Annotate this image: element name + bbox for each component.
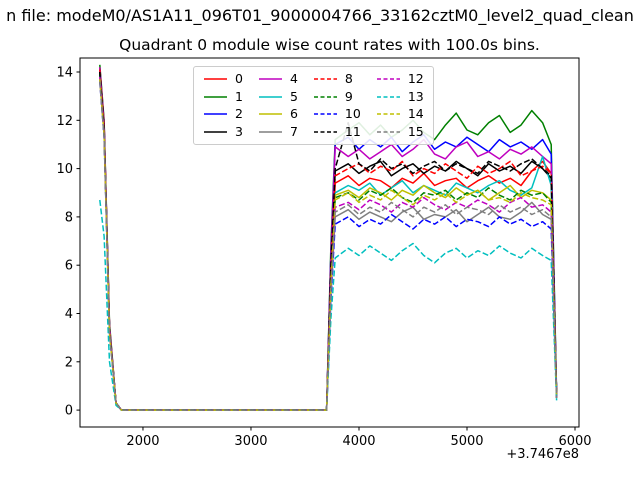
legend-label: 14 <box>407 106 424 121</box>
y-tick-label: 10 <box>56 162 73 177</box>
y-tick-label: 0 <box>65 404 73 419</box>
x-tick-label: 5000 <box>450 434 483 449</box>
legend-item-5: 5 <box>258 88 298 104</box>
legend-item-10: 10 <box>313 106 361 121</box>
legend-line-swatch <box>376 130 400 133</box>
legend-label: 9 <box>344 88 353 104</box>
y-tick-label: 12 <box>56 114 73 129</box>
legend-item-8: 8 <box>313 71 361 86</box>
legend-line-swatch <box>376 78 400 81</box>
series-line-15 <box>99 81 558 411</box>
legend-item-1: 1 <box>203 88 243 104</box>
x-tick-label: 3000 <box>234 434 267 449</box>
x-tick-label: 6000 <box>558 434 591 449</box>
legend-item-2: 2 <box>203 106 243 121</box>
legend-line-swatch <box>313 113 337 116</box>
legend-label: 12 <box>407 71 424 86</box>
legend-label: 6 <box>289 106 298 121</box>
legend-line-swatch <box>313 95 337 98</box>
legend-line-swatch <box>313 78 337 81</box>
legend-item-7: 7 <box>258 123 298 139</box>
legend-label: 8 <box>344 71 353 86</box>
y-tick-label: 8 <box>65 210 73 225</box>
legend-label: 5 <box>289 88 298 104</box>
legend-item-9: 9 <box>313 88 361 104</box>
legend-label: 0 <box>235 71 243 86</box>
x-tick-label: 2000 <box>126 434 159 449</box>
legend-line-swatch <box>204 113 227 116</box>
legend-label: 10 <box>344 106 361 121</box>
legend: 0 1 2 3 4 5 6 7 8 9 10 11 12 13 14 15 <box>193 66 434 145</box>
y-tick-label: 2 <box>65 355 73 370</box>
legend-line-swatch <box>313 130 337 133</box>
figure-suptitle: n file: modeM0/AS1A11_096T01_9000004766_… <box>6 6 634 25</box>
axes-frame <box>79 57 580 428</box>
series-line-14 <box>99 79 558 411</box>
legend-item-14: 14 <box>376 106 424 121</box>
legend-label: 7 <box>289 123 298 139</box>
legend-label: 3 <box>235 123 243 139</box>
legend-label: 11 <box>344 123 361 139</box>
x-axis-offset-label: +3.7467e8 <box>506 447 579 462</box>
y-tick-label: 4 <box>65 307 73 322</box>
legend-item-15: 15 <box>376 123 424 139</box>
series-line-10 <box>99 81 558 411</box>
legend-item-13: 13 <box>376 88 424 104</box>
legend-line-swatch <box>258 78 282 81</box>
legend-line-swatch <box>204 95 227 98</box>
y-tick-label: 14 <box>56 66 73 81</box>
legend-item-6: 6 <box>258 106 298 121</box>
legend-label: 4 <box>289 71 298 86</box>
legend-label: 1 <box>235 88 243 104</box>
legend-item-3: 3 <box>203 123 243 139</box>
legend-item-12: 12 <box>376 71 424 86</box>
y-tick-label: 6 <box>65 259 73 274</box>
legend-item-4: 4 <box>258 71 298 86</box>
legend-line-swatch <box>258 130 282 133</box>
legend-line-swatch <box>204 130 227 133</box>
legend-line-swatch <box>204 78 227 81</box>
legend-line-swatch <box>258 95 282 98</box>
legend-line-swatch <box>258 113 282 116</box>
legend-item-0: 0 <box>203 71 243 86</box>
legend-item-11: 11 <box>313 123 361 139</box>
legend-label: 15 <box>407 123 424 139</box>
axes-title: Quadrant 0 module wise count rates with … <box>119 36 540 54</box>
legend-line-swatch <box>376 113 400 116</box>
x-tick-label: 4000 <box>342 434 375 449</box>
legend-line-swatch <box>376 95 400 98</box>
legend-label: 2 <box>235 106 243 121</box>
legend-label: 13 <box>407 88 424 104</box>
